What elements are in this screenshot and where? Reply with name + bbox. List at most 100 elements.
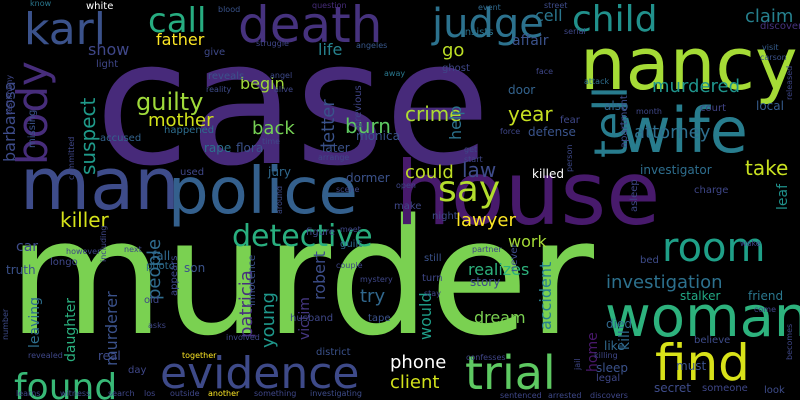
- word-something: something: [254, 389, 297, 398]
- word-court: court: [700, 103, 726, 114]
- word-nancy: nancy: [580, 22, 798, 106]
- word-flora: flora: [236, 141, 264, 155]
- word-month: month: [636, 107, 662, 116]
- word-wake: wake: [740, 239, 761, 248]
- word-committed: committed: [67, 136, 76, 180]
- word-asks: asks: [148, 321, 166, 330]
- word-reality: reality: [206, 85, 232, 94]
- word-open: open: [396, 181, 416, 190]
- word-died: died: [606, 317, 632, 331]
- word-partner: partner: [472, 245, 502, 254]
- word-legal: legal: [596, 373, 621, 384]
- word-missing: missing: [27, 109, 38, 148]
- word-know: know: [30, 0, 52, 8]
- word-learns: learns: [16, 389, 41, 398]
- word-claim: claim: [745, 6, 794, 27]
- word-still: still: [424, 253, 442, 264]
- word-must: must: [676, 359, 707, 373]
- word-year: year: [508, 102, 553, 126]
- word-killer: killer: [60, 208, 109, 232]
- word-robert: robert: [310, 251, 329, 300]
- word-give: give: [204, 47, 226, 58]
- word-blood: blood: [218, 5, 241, 14]
- word-insists: insists: [462, 27, 494, 38]
- word-make: make: [394, 201, 422, 212]
- word-daughter: daughter: [63, 298, 79, 362]
- word-later: later: [322, 141, 350, 155]
- word-back: back: [252, 118, 295, 139]
- word-discover: discover: [760, 21, 800, 32]
- word-person: person: [565, 144, 574, 172]
- word-face: face: [536, 67, 554, 76]
- word-arrange: arrange: [318, 153, 350, 162]
- word-believe: believe: [694, 335, 731, 346]
- word-leaving: leaving: [27, 296, 43, 348]
- word-secret: secret: [654, 381, 691, 395]
- word-arrested: arrested: [548, 391, 582, 400]
- word-night: night: [432, 211, 458, 222]
- word-jury: jury: [268, 165, 291, 179]
- word-try: try: [360, 286, 386, 307]
- word-phone: phone: [390, 352, 447, 373]
- word-crime: crime: [405, 102, 462, 126]
- word-help: help: [446, 105, 465, 140]
- word-asleep: asleep: [629, 179, 640, 212]
- word-woman: woman: [605, 285, 800, 350]
- word-however: however: [66, 247, 101, 256]
- word-come: come: [754, 305, 777, 314]
- word-son: son: [184, 261, 206, 275]
- word-killed: killed: [532, 167, 564, 181]
- word-also: also: [604, 99, 629, 113]
- word-number: number: [1, 308, 10, 340]
- word-leaf: leaf: [775, 183, 791, 210]
- word-rape: rape: [204, 141, 232, 155]
- word-reveals: reveals: [208, 71, 245, 82]
- word-accident: accident: [536, 261, 555, 330]
- word-guilty: guilty: [136, 88, 204, 116]
- word-serial: serial: [564, 27, 586, 36]
- word-call: call: [148, 1, 207, 41]
- word-appears: appears: [169, 255, 180, 296]
- word-cell: cell: [535, 6, 563, 25]
- word-away: away: [384, 69, 406, 78]
- word-go: go: [442, 40, 465, 61]
- word-stay: stay: [424, 289, 441, 298]
- word-attorney: attorney: [634, 122, 711, 143]
- word-revealed: revealed: [28, 351, 63, 360]
- word-dormer: dormer: [346, 171, 390, 185]
- word-force: force: [500, 127, 521, 136]
- word-search: search: [108, 389, 135, 398]
- word-light: light: [96, 59, 119, 70]
- word-judge: judge: [432, 1, 544, 47]
- word-murdered: murdered: [652, 76, 741, 97]
- word-stalker: stalker: [680, 289, 721, 303]
- word-photo: photo: [146, 261, 175, 272]
- word-could: could: [405, 162, 454, 183]
- word-husband: husband: [290, 313, 334, 324]
- word-confesses: confesses: [466, 353, 506, 362]
- word-take: take: [745, 156, 789, 180]
- word-house: house: [395, 142, 661, 245]
- word-young: young: [258, 292, 279, 348]
- word-trial: trial: [465, 346, 556, 400]
- word-around: around: [275, 185, 284, 214]
- word-dream: dream: [474, 308, 526, 327]
- word-testimony: testimony: [5, 74, 14, 115]
- word-police: police: [168, 155, 358, 229]
- word-law: law: [462, 158, 497, 182]
- word-father: father: [156, 30, 205, 49]
- word-carson: carson: [760, 53, 787, 62]
- word-find: find: [655, 334, 750, 392]
- word-investigating: investigating: [310, 389, 362, 398]
- word-monica: monica: [356, 129, 400, 143]
- word-work: work: [508, 232, 547, 251]
- word-old: old: [144, 295, 160, 306]
- word-angeles: angeles: [356, 41, 388, 50]
- word-suspect: suspect: [76, 97, 100, 175]
- word-case: case: [95, 3, 491, 204]
- word-district: district: [316, 347, 351, 358]
- word-investigation: investigation: [606, 272, 723, 293]
- word-murder: murder: [8, 184, 595, 371]
- word-man: man: [20, 142, 180, 226]
- word-story: story: [470, 275, 501, 289]
